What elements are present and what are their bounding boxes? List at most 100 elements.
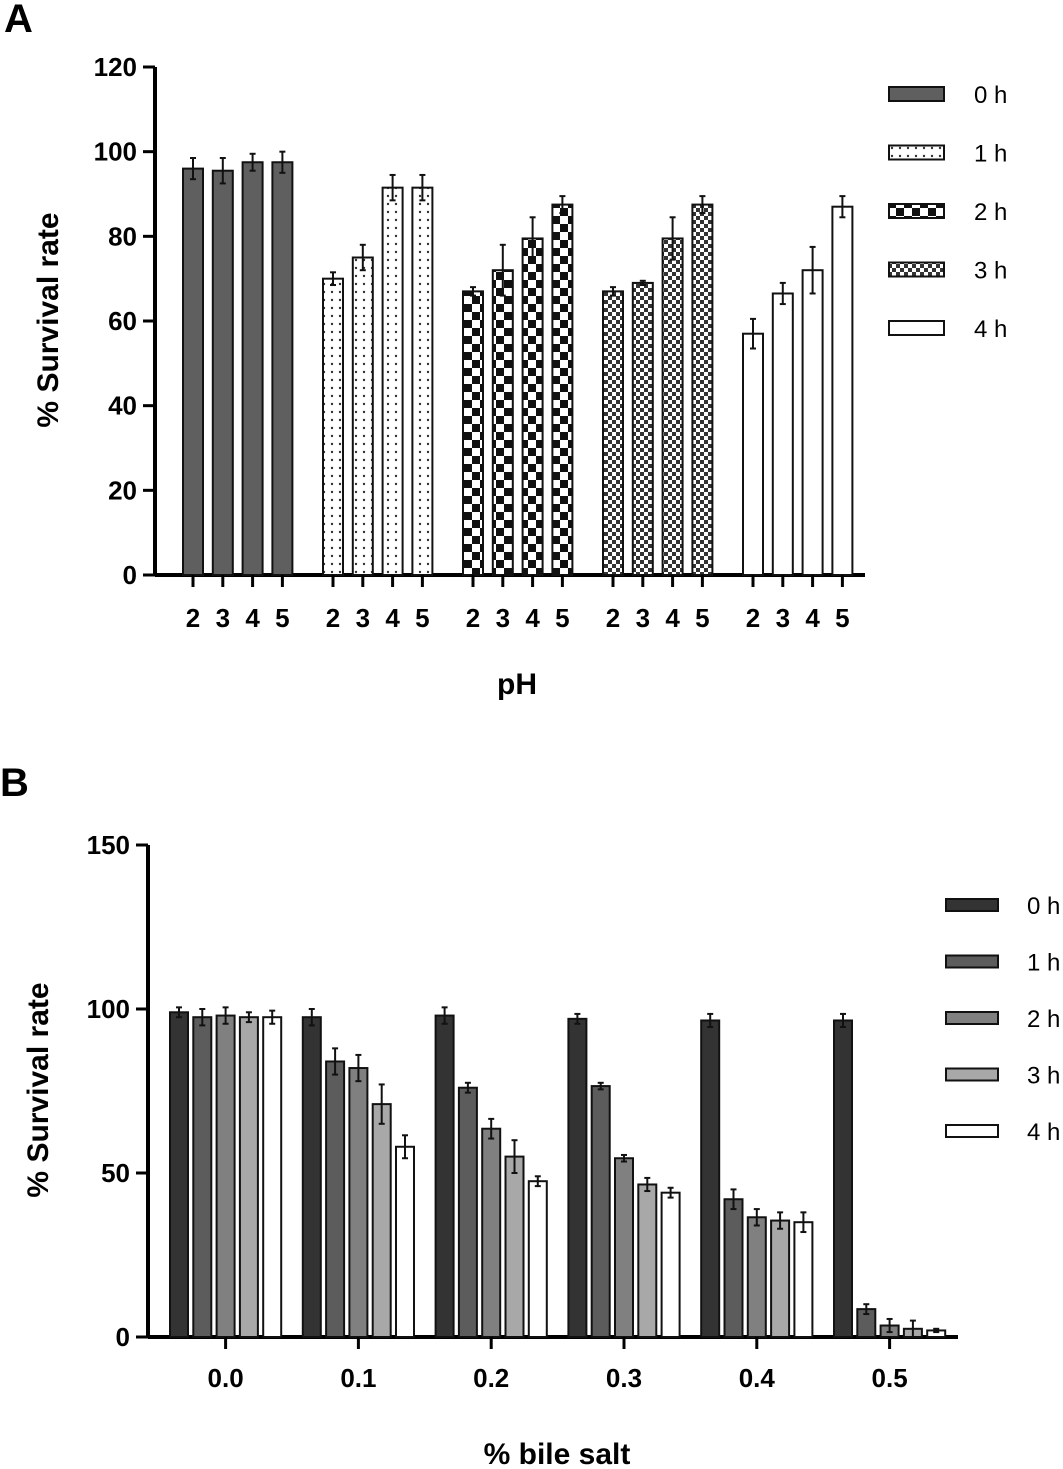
panel-a-x-tick-label: 5 [695, 603, 709, 633]
panel-a-bar [241, 161, 264, 576]
panel-a-x-tick-label: 4 [245, 603, 260, 633]
panel-a-y-tick-label: 40 [108, 391, 137, 421]
panel-b-bar [590, 1085, 611, 1338]
panel-a-x-tick-label: 2 [326, 603, 340, 633]
panel-a-bar [491, 269, 514, 576]
panel-a-y-tick-label: 0 [123, 560, 137, 590]
panel-a-y-tick-label: 20 [108, 475, 137, 505]
panel-b-y-axis-title: % Survival rate [22, 982, 55, 1197]
panel-b-y-tick-label: 0 [116, 1322, 130, 1352]
panel-b-bar [746, 1216, 767, 1339]
panel-b-bar [215, 1014, 236, 1338]
panel-b-bar [169, 1011, 189, 1339]
panel-a-x-tick-label: 4 [525, 603, 540, 633]
panel-b-plot-area: 0 50 100 150 0.0 0.1 0.2 0.3 0.4 0.5 [87, 830, 958, 1393]
panel-b-y-tick-label: 100 [87, 994, 130, 1024]
panel-b-y-tick-label: 50 [101, 1158, 130, 1188]
panel-a-legend-label: 1 h [974, 141, 1007, 168]
panel-b-legend-swatch [945, 1124, 999, 1138]
panel-b-x-tick-label: 0.5 [872, 1363, 908, 1393]
panel-a-x-tick-label: 2 [466, 603, 480, 633]
panel-a-x-tick-label: 3 [776, 603, 790, 633]
panel-b-bar [434, 1014, 455, 1338]
panel-b-legend: 0 h 1 h 2 h 3 h 4 h [945, 893, 1060, 1146]
panel-a-bar [351, 256, 374, 576]
panel-a-y-tick-label: 80 [108, 221, 137, 251]
panel-a-legend-label: 3 h [974, 258, 1007, 285]
panel-b-bar [262, 1016, 283, 1338]
panel-a-bar [631, 281, 654, 576]
panel-a-bar [462, 290, 484, 576]
panel-b-bar [348, 1067, 369, 1339]
panel-b-bar [637, 1183, 658, 1338]
panel-b-bar [395, 1145, 415, 1339]
panel-a-x-tick-label: 2 [746, 603, 760, 633]
panel-a-x-tick-label: 5 [275, 603, 289, 633]
panel-a-bar [182, 167, 204, 576]
panel-a-legend-label: 2 h [974, 199, 1007, 226]
panel-a-bar [322, 277, 344, 576]
panel-a-legend-swatch [888, 320, 945, 336]
panel-a-x-tick-label: 4 [665, 603, 680, 633]
panel-a-bar [521, 237, 544, 576]
panel-a-x-tick-label: 3 [356, 603, 370, 633]
panel-a-bar [691, 203, 714, 576]
panel-b-letter: B [0, 761, 29, 805]
panel-a-bar [831, 205, 854, 576]
panel-a-x-tick-label: 2 [186, 603, 200, 633]
panel-b-x-tick-label: 0.0 [208, 1363, 244, 1393]
panel-a-y-tick-label: 120 [94, 52, 137, 82]
panel-b-legend-swatch [945, 954, 999, 969]
panel-a-x-tick-label: 3 [216, 603, 230, 633]
panel-b-bar [614, 1157, 634, 1338]
panel-b-bar [723, 1198, 744, 1338]
panel-a-legend-swatch [888, 86, 945, 102]
panel-b-bar [833, 1019, 853, 1338]
panel-a-legend-swatch [888, 203, 945, 219]
panel-a-bar [211, 169, 234, 576]
panel-a-bar [602, 290, 624, 576]
panel-a-bar [742, 332, 764, 577]
panel-b-legend-label: 1 h [1027, 950, 1060, 977]
panel-b-legend-label: 3 h [1027, 1063, 1060, 1090]
panel-b-x-axis-title: % bile salt [484, 1438, 631, 1469]
panel-b-bar [371, 1103, 392, 1338]
panel-a-bar [661, 237, 684, 576]
panel-b-y-tick-label: 150 [87, 830, 130, 860]
panel-b-bar [527, 1180, 548, 1338]
panel-b-bar [192, 1016, 213, 1338]
panel-b-x-tick-label: 0.3 [606, 1363, 642, 1393]
panel-a-bar [801, 269, 824, 576]
panel-a-bar [771, 292, 794, 576]
panel-a-x-tick-label: 5 [835, 603, 849, 633]
panel-a-x-tick-label: 4 [805, 603, 820, 633]
panel-b-bar [481, 1127, 502, 1338]
panel-b-legend-label: 0 h [1027, 893, 1060, 920]
panel-b-x-tick-label: 0.1 [340, 1363, 376, 1393]
panel-a-letter: A [4, 0, 33, 41]
panel-b-bar [504, 1155, 525, 1338]
panel-b-bar [567, 1017, 588, 1339]
panel-a-bar [551, 203, 574, 576]
panel-b-bar [238, 1016, 259, 1338]
panel-a-x-tick-label: 5 [415, 603, 429, 633]
panel-a-x-tick-label: 2 [606, 603, 620, 633]
panel-a-legend-swatch [888, 144, 945, 161]
panel-b-legend-swatch [945, 1067, 999, 1082]
panel-b-bar [770, 1219, 791, 1339]
panel-a-legend: 0 h 1 h 2 h 3 h 4 h [888, 82, 1007, 343]
panel-a-x-tick-label: 3 [636, 603, 650, 633]
panel-a-legend-label: 4 h [974, 316, 1007, 343]
panel-b-bar [301, 1016, 322, 1338]
panel-a-x-tick-label: 4 [385, 603, 400, 633]
panel-a-x-tick-label: 5 [555, 603, 569, 633]
panel-b-bar [660, 1191, 681, 1339]
panel-b-x-tick-label: 0.4 [739, 1363, 776, 1393]
panel-a-bar [271, 161, 294, 576]
panel-a-x-tick-label: 3 [496, 603, 510, 633]
panel-b-bar [700, 1019, 721, 1338]
panel-a-legend-swatch [888, 261, 945, 278]
